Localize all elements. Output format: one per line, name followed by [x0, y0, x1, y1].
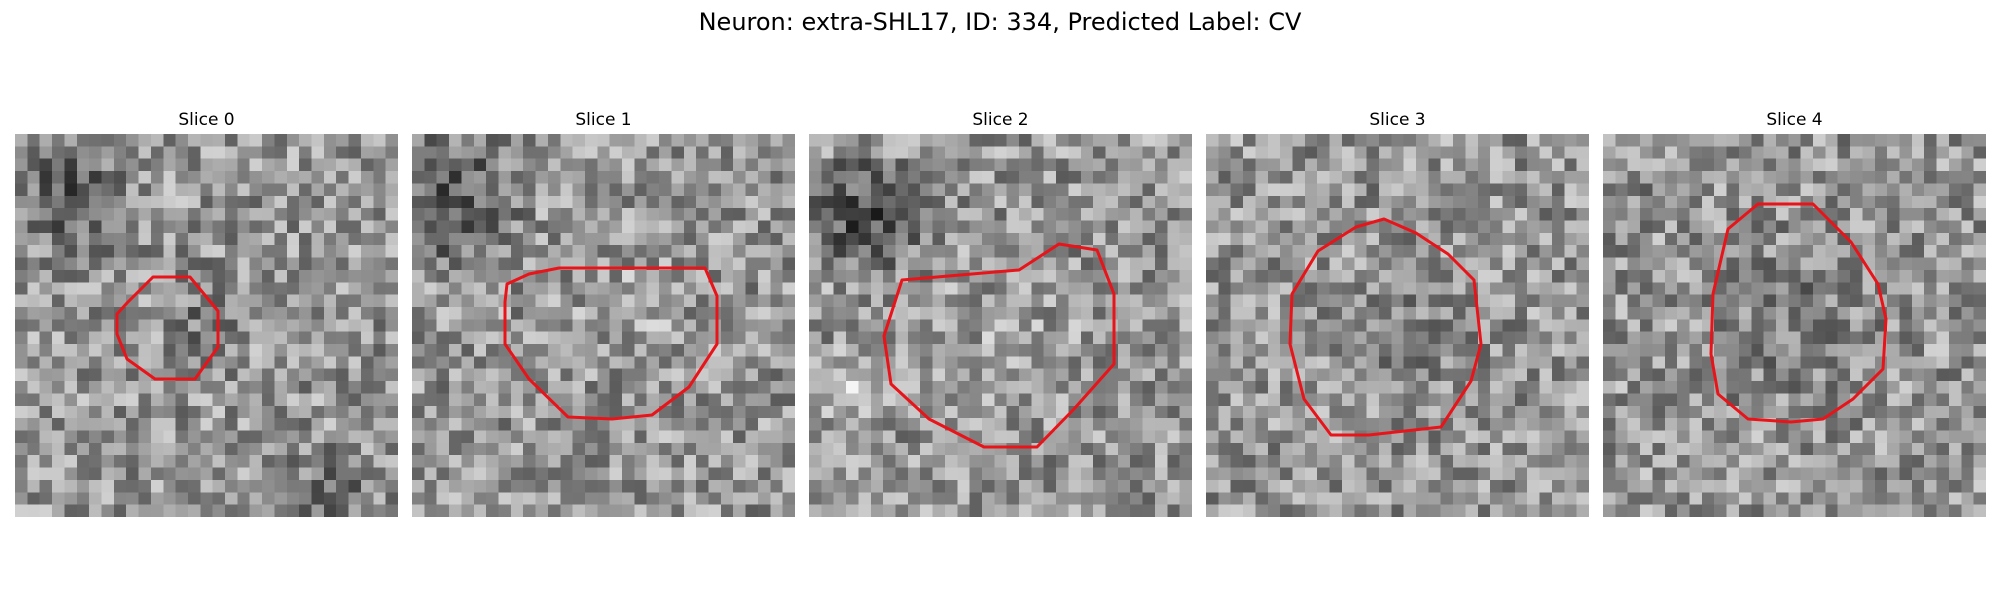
- figure-title: Neuron: extra-SHL17, ID: 334, Predicted …: [698, 8, 1302, 36]
- slice-image-3: [1206, 134, 1589, 517]
- roi-contour: [503, 266, 719, 421]
- slice-panel-0: Slice 0: [15, 108, 398, 517]
- roi-contour: [882, 242, 1116, 449]
- slice-image-2: [809, 134, 1192, 517]
- slice-title-0: Slice 0: [178, 110, 235, 130]
- slice-title-1: Slice 1: [575, 110, 632, 130]
- slice-panel-4: Slice 4: [1603, 108, 1986, 517]
- slice-title-4: Slice 4: [1766, 110, 1823, 130]
- slice-image-0: [15, 134, 398, 517]
- slice-image-4: [1603, 134, 1986, 517]
- slice-title-3: Slice 3: [1369, 110, 1426, 130]
- slice-panel-3: Slice 3: [1206, 108, 1589, 517]
- roi-contour: [115, 275, 220, 381]
- roi-contour: [1709, 202, 1888, 424]
- slice-title-2: Slice 2: [972, 110, 1029, 130]
- slice-image-1: [412, 134, 795, 517]
- roi-contour: [1288, 217, 1483, 437]
- slice-panel-1: Slice 1: [412, 108, 795, 517]
- slice-panel-2: Slice 2: [809, 108, 1192, 517]
